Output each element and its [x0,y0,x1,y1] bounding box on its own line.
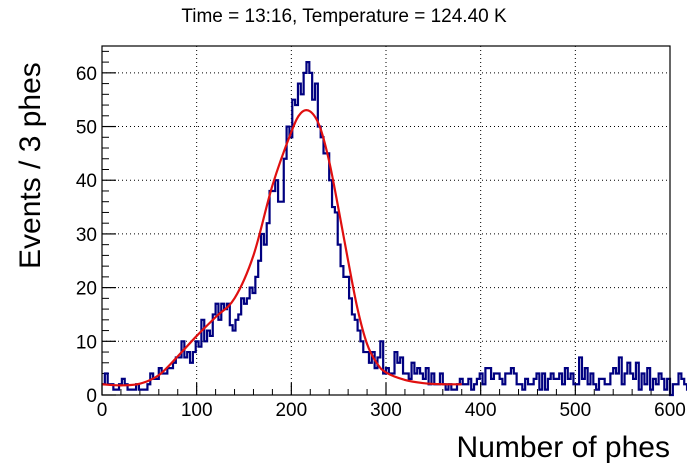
y-tick-label: 40 [76,171,97,192]
y-tick-label: 60 [76,64,97,85]
x-tick-label: 500 [559,400,591,421]
y-tick-label: 30 [76,225,97,246]
x-tick-label: 400 [465,400,497,421]
x-tick-label: 600 [654,400,686,421]
y-tick-label: 0 [86,386,97,407]
x-tick-label: 100 [181,400,213,421]
chart-title: Time = 13:16, Temperature = 124.40 K [181,6,507,27]
grid-lines [102,46,670,395]
histogram-series [102,61,687,397]
x-ticks: 0 100 200 300 400 500 600 [97,383,686,421]
y-axis-title: Events / 3 phes [14,62,47,269]
y-tick-label: 20 [76,279,97,300]
fit-curve [101,109,462,387]
y-tick-label: 10 [76,332,97,353]
x-axis-title: Number of phes [457,431,670,464]
x-tick-label: 200 [275,400,307,421]
plot-frame [101,45,671,396]
x-tick-label: 300 [370,400,402,421]
y-ticks: 0 10 20 30 40 50 60 [76,50,116,407]
y-tick-label: 50 [76,118,97,139]
x-tick-label: 0 [97,400,108,421]
